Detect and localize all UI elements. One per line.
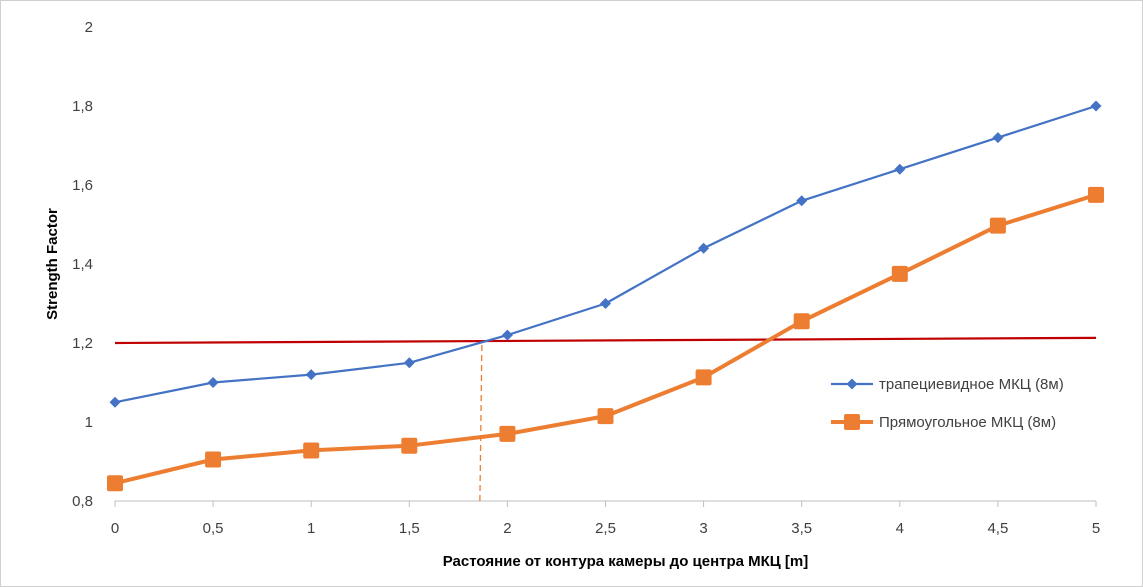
x-tick-label: 5 [1092,520,1100,537]
x-tick-label: 1 [307,520,315,537]
reference-line [114,336,1097,345]
x-tick-label: 0 [111,520,119,537]
legend-marker-diamond [846,378,858,390]
y-tick-label: 1,2 [72,335,93,352]
series-group [107,100,1104,492]
data-point-diamond [894,163,906,175]
y-tick-label: 1,6 [72,177,93,194]
data-point-square [1088,186,1104,203]
x-tick-label: 2 [503,520,511,537]
data-point-square [303,442,320,459]
dashed-marker-group [479,342,483,502]
x-tick-label: 3,5 [791,520,812,537]
data-point-square [891,265,908,282]
data-point-diamond [600,298,611,309]
legend-label: Прямоугольное МКЦ (8м) [879,414,1056,431]
data-point-diamond [305,369,317,381]
x-tick-label: 4 [896,520,904,537]
reference-line-group [114,336,1097,345]
data-point-square [793,313,810,330]
data-point-square [401,437,418,454]
y-tick-label: 1,8 [72,98,93,115]
y-axis-ticks: 0,8 1 1,2 1,4 1,6 1,8 2 [72,19,93,510]
data-point-diamond [109,396,121,408]
dashed-marker-line [479,342,483,502]
y-axis-title: Strength Factor [44,208,61,320]
data-point-diamond [796,195,808,207]
data-point-diamond [403,357,415,369]
legend-marker-square [844,414,860,430]
y-tick-label: 0,8 [72,493,93,510]
x-tick-label: 0,5 [203,520,224,537]
x-axis-title: Растояние от контура камеры до центра МК… [443,553,809,570]
data-point-square [107,475,123,492]
data-point-square [499,425,516,442]
x-tick-label: 2,5 [595,520,616,537]
legend: трапециевидное МКЦ (8м) Прямоугольное МКЦ… [831,376,1064,431]
data-point-diamond [501,329,513,341]
data-point-square [597,408,614,425]
data-point-diamond [992,132,1004,144]
data-point-square [205,451,222,468]
data-point-square [989,217,1006,234]
data-point-square [695,369,712,386]
legend-label: трапециевидное МКЦ (8м) [879,376,1064,393]
x-axis-ticks: 0 0,5 1 1,5 2 2,5 3 3,5 4 4,5 5 [111,501,1100,537]
x-tick-label: 4,5 [987,520,1008,537]
data-point-diamond [207,377,219,388]
y-tick-label: 1 [85,414,93,431]
x-tick-label: 3 [699,520,707,537]
data-point-diamond [698,242,710,254]
data-point-diamond [1090,100,1102,112]
x-tick-label: 1,5 [399,520,420,537]
y-tick-label: 1,4 [72,256,93,273]
y-tick-label: 2 [85,19,93,36]
series-line-1 [114,104,1097,404]
